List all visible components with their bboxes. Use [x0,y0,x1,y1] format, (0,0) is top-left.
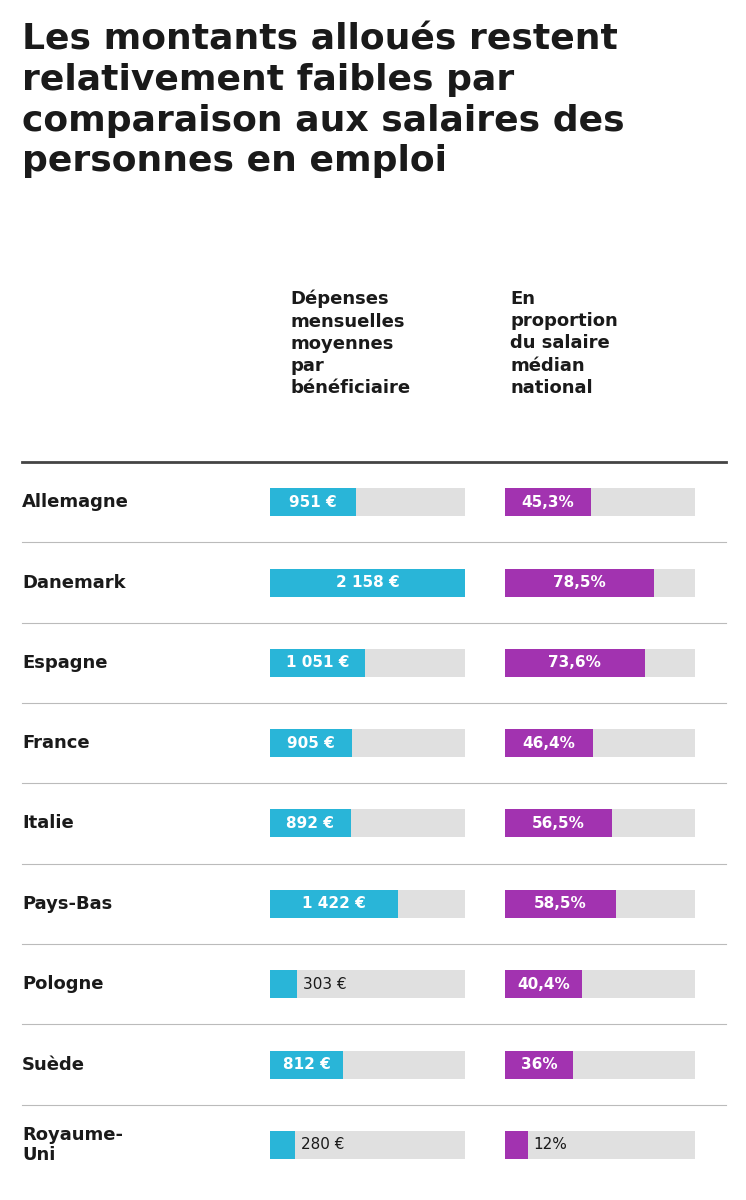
Bar [505,810,612,838]
Text: Allemagne: Allemagne [22,493,129,511]
Text: Pologne: Pologne [22,976,104,994]
Text: 46,4%: 46,4% [523,736,575,751]
Text: 303 €: 303 € [304,977,347,991]
Bar [505,649,695,677]
Bar [505,810,695,838]
Text: 280 €: 280 € [301,1138,345,1152]
Bar [505,890,695,918]
Text: 73,6%: 73,6% [548,655,601,671]
Bar [270,730,352,757]
Text: Espagne: Espagne [22,654,107,672]
Bar [505,730,695,757]
Text: En
proportion
du salaire
médian
national: En proportion du salaire médian national [510,290,618,397]
Bar [505,730,593,757]
Bar [270,890,398,918]
Bar [270,810,465,838]
Bar [270,970,465,998]
Text: France: France [22,734,90,752]
Text: Danemark: Danemark [22,574,125,592]
Text: 56,5%: 56,5% [532,816,585,830]
Bar [270,1130,465,1159]
Text: 1 051 €: 1 051 € [286,655,349,671]
Bar [505,1130,528,1159]
Text: Dépenses
mensuelles
moyennes
par
bénéficiaire: Dépenses mensuelles moyennes par bénéfic… [290,290,410,397]
Text: Pays-Bas: Pays-Bas [22,895,112,913]
Bar [505,488,695,516]
Text: 892 €: 892 € [286,816,334,830]
Text: 951 €: 951 € [289,494,336,510]
Bar [270,730,465,757]
Text: 58,5%: 58,5% [534,896,587,911]
Bar [270,1050,343,1079]
Text: 45,3%: 45,3% [521,494,574,510]
Text: 12%: 12% [534,1138,568,1152]
Bar [505,1050,695,1079]
Text: 1 422 €: 1 422 € [302,896,366,911]
Bar [505,1130,695,1159]
Bar [505,649,645,677]
Text: 812 €: 812 € [283,1057,330,1072]
Bar [270,569,465,596]
Bar [270,810,351,838]
Bar [270,569,465,596]
Bar [505,569,695,596]
Bar [505,970,582,998]
Text: Les montants alloués restent
relativement faibles par
comparaison aux salaires d: Les montants alloués restent relativemen… [22,22,624,179]
Text: 905 €: 905 € [287,736,335,751]
Bar [505,970,695,998]
Text: Italie: Italie [22,815,74,833]
Bar [270,649,365,677]
Bar [505,890,616,918]
Bar [270,488,465,516]
Bar [270,1050,465,1079]
Text: 36%: 36% [521,1057,557,1072]
Bar [505,569,654,596]
Text: 40,4%: 40,4% [517,977,570,991]
Bar [505,1050,574,1079]
Bar [270,1130,295,1159]
Text: 78,5%: 78,5% [554,575,606,590]
Bar [505,488,591,516]
Bar [270,488,356,516]
Bar [270,890,465,918]
Text: 2 158 €: 2 158 € [336,575,399,590]
Text: Suède: Suède [22,1056,85,1074]
Bar [270,649,465,677]
Bar [270,970,298,998]
Text: Royaume-
Uni: Royaume- Uni [22,1126,123,1164]
